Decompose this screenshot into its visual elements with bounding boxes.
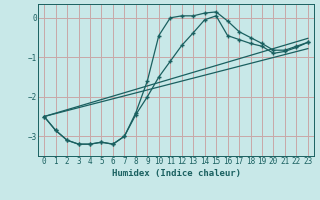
X-axis label: Humidex (Indice chaleur): Humidex (Indice chaleur) bbox=[111, 169, 241, 178]
